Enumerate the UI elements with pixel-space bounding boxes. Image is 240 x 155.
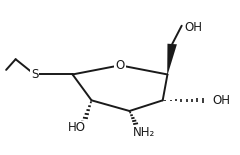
Text: NH₂: NH₂ [132, 126, 155, 139]
Text: HO: HO [68, 121, 86, 134]
Text: S: S [31, 68, 38, 81]
Text: OH: OH [184, 21, 202, 34]
Text: OH: OH [212, 94, 230, 107]
Polygon shape [167, 44, 177, 74]
Text: O: O [115, 59, 125, 72]
